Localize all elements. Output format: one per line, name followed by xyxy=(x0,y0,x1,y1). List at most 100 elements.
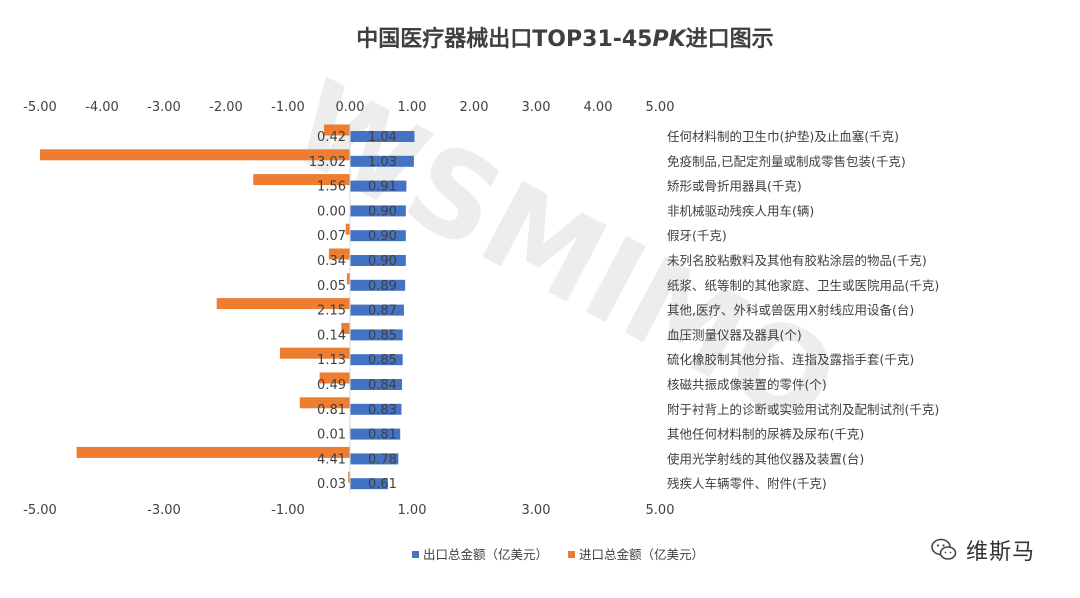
legend-label: 出口总金额（亿美元） xyxy=(423,547,548,562)
export-value-label: 0.85 xyxy=(368,328,397,343)
category-label: 免疫制品,已配定剂量或制成零售包装(千克) xyxy=(667,154,906,169)
export-value-label: 0.90 xyxy=(368,254,397,269)
brand-name: 维斯马 xyxy=(966,540,1036,565)
bottom-tick-label: -5.00 xyxy=(23,503,57,518)
top-axis: 5.00 4.00 3.00 2.00 1.00 0.00 -1.00 -2.00 -3.00 -… xyxy=(23,100,674,115)
legend: 出口总金额（亿美元） 进口总金额（亿美元） xyxy=(412,547,704,562)
import-value-label: 0.14 xyxy=(317,328,346,343)
top-tick-label: -2.00 xyxy=(209,100,243,115)
import-bar xyxy=(216,298,350,310)
export-value-label: 1.04 xyxy=(368,130,397,145)
bottom-tick-label: 1.00 xyxy=(398,503,427,518)
category-label: 其他任何材料制的尿裤及尿布(千克) xyxy=(667,427,864,442)
top-tick-label: 5.00 xyxy=(646,100,675,115)
top-tick-label: -4.00 xyxy=(85,100,119,115)
export-value-label: 1.03 xyxy=(368,155,397,170)
import-value-label: 4.41 xyxy=(317,452,346,467)
export-bar xyxy=(350,354,403,366)
export-bar xyxy=(350,304,404,316)
data-labels: 0.42 1.04 13.02 1.03 1.56 0.91 0.00 0.90 0.07 0.9… xyxy=(309,130,397,492)
export-bar xyxy=(350,155,414,167)
category-label: 纸浆、纸等制的其他家庭、卫生或医院用品(千克) xyxy=(667,278,939,293)
category-labels: 任何材料制的卫生巾(护垫)及止血塞(千克) 免疫制品,已配定剂量或制成零售包装(千… xyxy=(667,129,939,491)
import-value-label: 0.42 xyxy=(317,130,346,145)
brand: 维斯马 xyxy=(930,532,1070,568)
top-tick-label: 4.00 xyxy=(584,100,613,115)
category-label: 任何材料制的卫生巾(护垫)及止血塞(千克) xyxy=(667,129,899,144)
category-label: 矫形或骨折用器具(千克) xyxy=(667,179,802,194)
category-label: 使用光学射线的其他仪器及装置(台) xyxy=(667,451,864,466)
import-bar xyxy=(323,124,350,136)
export-bar xyxy=(350,180,407,192)
top-tick-label: 3.00 xyxy=(522,100,551,115)
bottom-tick-label: 3.00 xyxy=(522,503,551,518)
export-value-label: 0.91 xyxy=(368,180,397,195)
export-bar xyxy=(350,379,403,390)
export-bar xyxy=(350,230,406,242)
import-value-label: 0.03 xyxy=(317,477,346,492)
chart-title: 中国医疗器械出口TOP31-45PK进口图示 xyxy=(356,26,773,52)
import-bar xyxy=(76,446,350,458)
export-bar xyxy=(350,279,406,291)
export-bar xyxy=(350,205,406,217)
category-label: 血压测量仪器及器具(个) xyxy=(667,327,802,342)
import-bar xyxy=(253,174,350,186)
import-bar xyxy=(40,149,350,161)
import-bar xyxy=(346,273,350,285)
export-bar xyxy=(350,478,388,490)
bottom-axis: -5.00 -3.00 -1.00 1.00 3.00 5.00 xyxy=(23,503,674,518)
category-label: 附于衬背上的诊断或实验用试剂及配制试剂(千克) xyxy=(667,402,939,417)
export-value-label: 0.61 xyxy=(368,477,397,492)
import-value-label: 0.01 xyxy=(317,428,346,443)
import-value-label: 2.15 xyxy=(317,304,346,319)
import-bar xyxy=(341,322,350,334)
export-value-label: 0.78 xyxy=(368,452,397,467)
chart-title-part-3: 进口图示 xyxy=(686,27,774,52)
wechat-icon xyxy=(931,538,957,560)
top-tick-label: -5.00 xyxy=(23,100,57,115)
export-value-label: 0.90 xyxy=(368,229,397,244)
bottom-tick-label: -1.00 xyxy=(271,503,305,518)
bottom-tick-label: -3.00 xyxy=(147,503,181,518)
category-label: 残疾人车辆零件、附件(千克) xyxy=(667,476,827,491)
category-label: 其他,医疗、外科或兽医用X射线应用设备(台) xyxy=(667,303,914,318)
export-value-label: 0.83 xyxy=(368,403,397,418)
export-bar xyxy=(350,255,406,266)
import-bar xyxy=(319,372,350,384)
legend-label: 进口总金额（亿美元） xyxy=(579,547,704,562)
export-value-label: 0.85 xyxy=(368,353,397,368)
top-tick-label: 0.00 xyxy=(336,100,365,115)
import-value-label: 1.56 xyxy=(317,180,346,195)
export-bar xyxy=(350,329,403,341)
top-tick-label: -1.00 xyxy=(271,100,305,115)
top-tick-label: 1.00 xyxy=(398,100,427,115)
export-bar xyxy=(350,453,399,465)
import-value-label: 0.00 xyxy=(317,204,346,219)
export-value-label: 0.87 xyxy=(368,304,397,319)
category-label: 未列名胶粘敷料及其他有胶粘涂层的物品(千克) xyxy=(667,253,927,268)
import-bar xyxy=(299,397,350,409)
import-bar xyxy=(348,471,350,483)
category-label: 非机械驱动残疾人用车(辆) xyxy=(667,203,814,218)
top-tick-label: 2.00 xyxy=(460,100,489,115)
export-value-label: 0.90 xyxy=(368,204,397,219)
category-label: 假牙(千克) xyxy=(667,228,727,243)
import-value-label: 0.05 xyxy=(317,279,346,294)
import-value-label: 0.81 xyxy=(317,403,346,418)
import-value-label: 0.49 xyxy=(317,378,346,393)
legend-swatch xyxy=(412,551,419,558)
import-value-label: 0.34 xyxy=(317,254,346,269)
import-value-label: 1.13 xyxy=(317,353,346,368)
chart-title-part-1: 中国医疗器械出口TOP31-45 xyxy=(356,26,652,52)
category-label: 核磁共振成像装置的零件(个) xyxy=(667,377,827,392)
chart-title-part-2: PK xyxy=(653,27,688,52)
import-value-label: 13.02 xyxy=(309,155,346,170)
bottom-tick-label: 5.00 xyxy=(646,503,675,518)
import-bar xyxy=(345,223,350,235)
export-value-label: 0.89 xyxy=(368,279,397,294)
export-value-label: 0.81 xyxy=(368,428,397,443)
import-value-label: 0.07 xyxy=(317,229,346,244)
category-label: 硫化橡胶制其他分指、连指及露指手套(千克) xyxy=(667,352,914,367)
top-tick-label: -3.00 xyxy=(147,100,181,115)
